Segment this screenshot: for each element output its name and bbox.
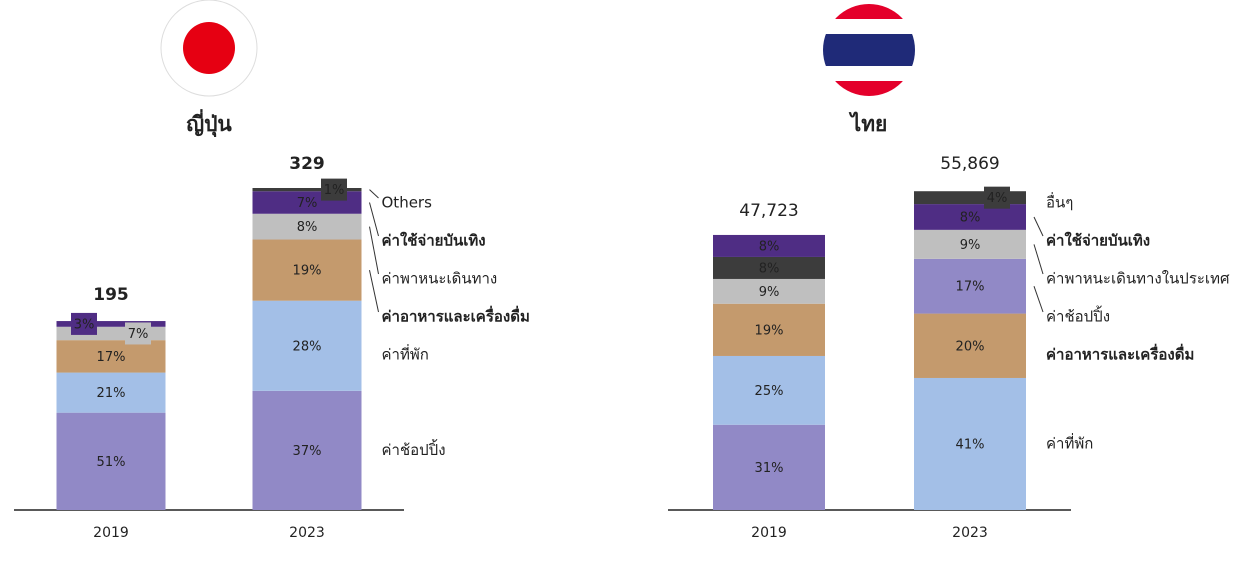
leader-line bbox=[1033, 216, 1044, 237]
total-label: 55,869 bbox=[940, 154, 999, 174]
data-label: 21% bbox=[97, 386, 126, 401]
leader-line bbox=[369, 189, 379, 199]
japan-flag bbox=[160, 0, 258, 97]
callout-box bbox=[321, 178, 347, 201]
data-label: 7% bbox=[297, 196, 318, 211]
data-label: 7% bbox=[128, 327, 149, 342]
bar-segment bbox=[914, 258, 1026, 314]
callout-box bbox=[984, 186, 1010, 209]
callout-box bbox=[71, 312, 97, 335]
bar-segment bbox=[252, 213, 362, 240]
bar-segment bbox=[914, 313, 1026, 378]
leader-line bbox=[1033, 244, 1044, 275]
bar-segment bbox=[914, 377, 1026, 510]
bar-segment bbox=[56, 412, 166, 510]
data-label: 19% bbox=[755, 323, 784, 338]
leader-line bbox=[369, 226, 379, 275]
data-label: 37% bbox=[293, 444, 322, 459]
bar-segment bbox=[252, 188, 362, 192]
data-label: 51% bbox=[97, 455, 126, 470]
bar-segment bbox=[914, 229, 1026, 259]
legend-label: Others bbox=[382, 194, 433, 212]
data-label: 19% bbox=[293, 264, 322, 279]
data-label: 25% bbox=[755, 384, 784, 399]
thailand-flag bbox=[823, 4, 915, 96]
x-tick-label: 2023 bbox=[952, 525, 988, 541]
leader-line bbox=[1033, 286, 1044, 313]
callout-box bbox=[125, 322, 151, 345]
legend-label: ค่าอาหารและเครื่องดื่ม bbox=[1046, 344, 1194, 364]
bar-segment bbox=[252, 300, 362, 391]
data-label: 31% bbox=[755, 461, 784, 476]
data-label: 20% bbox=[956, 339, 985, 354]
x-tick-label: 2019 bbox=[751, 525, 787, 541]
bar-segment bbox=[56, 321, 166, 327]
data-label: 28% bbox=[293, 339, 322, 354]
total-label: 329 bbox=[289, 154, 325, 174]
bar-segment bbox=[713, 303, 825, 356]
legend-label: ค่าใช้จ่ายบันเทิง bbox=[382, 232, 486, 250]
legend-label: ค่าพาหนะเดินทาง bbox=[382, 270, 498, 288]
data-label: 1% bbox=[324, 183, 345, 198]
leader-line bbox=[369, 202, 379, 237]
chart-title: ไทย bbox=[849, 111, 888, 136]
bar-segment bbox=[713, 355, 825, 425]
x-tick-label: 2019 bbox=[93, 525, 129, 541]
total-label: 47,723 bbox=[739, 201, 798, 221]
data-label: 17% bbox=[956, 280, 985, 295]
bar-segment bbox=[713, 424, 825, 510]
data-label: 9% bbox=[960, 238, 981, 253]
chart-title: ญี่ปุ่น bbox=[186, 108, 232, 138]
bar-segment bbox=[56, 340, 166, 373]
data-label: 41% bbox=[956, 437, 985, 452]
legend-label: ค่าที่พัก bbox=[382, 344, 429, 364]
data-label: 9% bbox=[759, 285, 780, 300]
legend-label: ค่าอาหารและเครื่องดื่ม bbox=[382, 306, 530, 326]
data-label: 8% bbox=[759, 261, 780, 276]
bar-segment bbox=[713, 234, 825, 257]
legend-label: ค่าพาหนะเดินทางในประเทศ bbox=[1046, 270, 1230, 288]
legend-label: อื่นๆ bbox=[1046, 192, 1073, 212]
legend-label: ค่าใช้จ่ายบันเทิง bbox=[1046, 232, 1150, 250]
data-label: 8% bbox=[960, 210, 981, 225]
legend-label: ค่าที่พัก bbox=[1046, 432, 1093, 452]
data-label: 4% bbox=[987, 191, 1008, 206]
data-label: 17% bbox=[97, 350, 126, 365]
legend-label: ค่าช้อปปิ้ง bbox=[382, 439, 446, 459]
data-label: 8% bbox=[759, 239, 780, 254]
bar-segment bbox=[56, 372, 166, 413]
leader-line bbox=[369, 270, 379, 313]
data-label: 3% bbox=[74, 317, 95, 332]
bar-segment bbox=[713, 256, 825, 279]
total-label: 195 bbox=[93, 285, 129, 305]
x-tick-label: 2023 bbox=[289, 525, 325, 541]
bar-segment bbox=[252, 239, 362, 301]
bar-segment bbox=[252, 390, 362, 510]
legend-label: ค่าช้อปปิ้ง bbox=[1046, 306, 1110, 326]
bar-segment bbox=[713, 278, 825, 304]
data-label: 8% bbox=[297, 220, 318, 235]
